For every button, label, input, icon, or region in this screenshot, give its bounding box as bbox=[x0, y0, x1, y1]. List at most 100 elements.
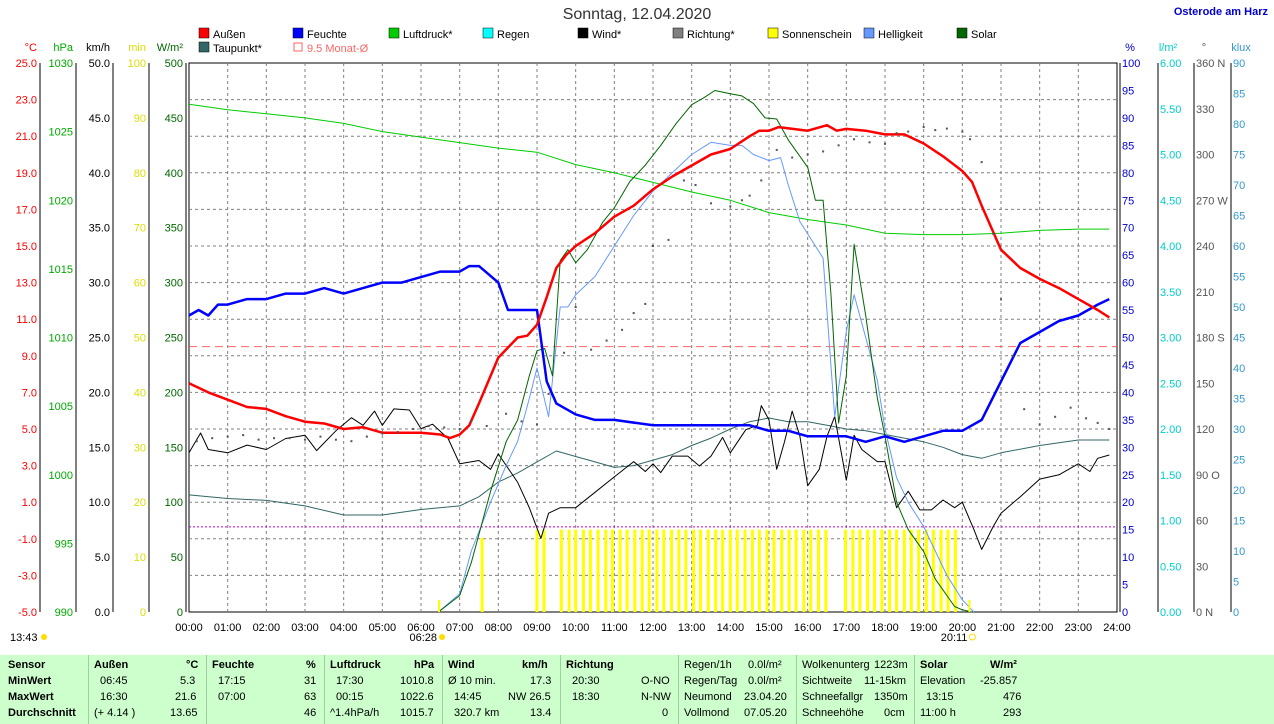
direction-dot bbox=[319, 435, 322, 438]
sunshine-bar bbox=[844, 529, 848, 612]
now-sun-icon bbox=[41, 634, 47, 640]
right-axis-tick: 3.50 bbox=[1160, 287, 1181, 299]
richtung-avg-val: 0 bbox=[662, 707, 669, 719]
sensor-row-avg: Durchschnitt bbox=[8, 707, 76, 719]
left-axis-tick: 20 bbox=[134, 497, 146, 509]
direction-dot bbox=[884, 142, 886, 145]
left-axis-tick: 11.0 bbox=[16, 314, 37, 326]
direction-dot bbox=[257, 438, 260, 441]
right-axis-tick: 0.00 bbox=[1160, 607, 1181, 619]
right-axis-tick: 270 W bbox=[1196, 195, 1228, 207]
summary-footer: Sensor MinWert MaxWert Durchschnitt Auße… bbox=[0, 655, 1274, 724]
direction-dot bbox=[1108, 428, 1111, 430]
left-axis-tick: 15.0 bbox=[89, 442, 110, 454]
right-axis-tick: 0 bbox=[1122, 607, 1128, 619]
vollmond-val: 07.05.20 bbox=[744, 707, 787, 719]
right-axis-tick: 30 bbox=[1122, 442, 1134, 454]
direction-dot bbox=[748, 194, 751, 197]
right-axis-tick: 90 bbox=[1233, 58, 1245, 70]
direction-dot bbox=[740, 199, 743, 202]
sunshine-bar bbox=[888, 529, 892, 612]
direction-dot bbox=[211, 437, 214, 440]
solar-header: Solar bbox=[920, 659, 948, 671]
direction-dot bbox=[1038, 423, 1041, 426]
right-axis-tick: 4.50 bbox=[1160, 195, 1181, 207]
sunshine-bar bbox=[604, 529, 608, 612]
direction-dot bbox=[563, 351, 566, 354]
feuchte-max-time: 07:00 bbox=[218, 691, 246, 703]
solar-elev-val: -25.857 bbox=[980, 675, 1018, 687]
wind-line bbox=[188, 405, 1110, 550]
legend-swatch bbox=[956, 27, 968, 39]
left-axis-tick: 400 bbox=[165, 168, 183, 180]
feuchte-min-val: 31 bbox=[304, 675, 317, 687]
direction-dot bbox=[365, 435, 368, 438]
right-axis-tick: 180 S bbox=[1196, 333, 1225, 345]
direction-dot bbox=[427, 424, 430, 427]
sunshine-bar bbox=[480, 537, 484, 612]
sunshine-bar bbox=[588, 529, 592, 612]
sunshine-bar bbox=[728, 529, 732, 612]
luftdruck-header: Luftdruck bbox=[330, 659, 381, 671]
direction-dot bbox=[644, 302, 647, 305]
right-axis-tick: 70 bbox=[1233, 180, 1245, 192]
x-tick-label: 14:00 bbox=[717, 622, 745, 634]
direction-dot bbox=[682, 179, 685, 182]
chart-title: Sonntag, 12.04.2020 bbox=[562, 6, 712, 23]
sunshine-bar bbox=[706, 529, 710, 612]
direction-dot bbox=[1085, 417, 1088, 420]
direction-dot bbox=[806, 153, 809, 156]
legend-label: 9.5 Monat-Ø bbox=[307, 43, 369, 55]
left-axis-tick: 45.0 bbox=[89, 113, 110, 125]
sunshine-bar bbox=[809, 529, 813, 612]
direction-dot bbox=[195, 440, 198, 443]
left-axis-tick: -1.0 bbox=[18, 534, 37, 546]
sunshine-bar bbox=[692, 529, 696, 612]
direction-dot bbox=[334, 438, 337, 441]
sunshine-bar bbox=[596, 529, 600, 612]
legend-label: Außen bbox=[213, 29, 245, 41]
sunshine-bar bbox=[780, 529, 784, 612]
x-tick-label: 24:00 bbox=[1103, 622, 1131, 634]
legend-label: Wind* bbox=[592, 29, 622, 41]
feuchte-avg-val: 46 bbox=[304, 707, 317, 719]
sunshine-bar bbox=[931, 529, 935, 612]
solar-duration: 11:00 h bbox=[920, 707, 956, 719]
right-axis-tick: 15 bbox=[1233, 516, 1245, 528]
sunshine-bar bbox=[924, 529, 928, 612]
wind-unit: km/h bbox=[522, 659, 548, 671]
left-axis-tick: 50.0 bbox=[89, 58, 110, 70]
right-axis-tick: 85 bbox=[1122, 140, 1134, 152]
sunshine-bar bbox=[939, 529, 943, 612]
sunshine-bar bbox=[581, 529, 585, 612]
luftdruck-trend: ^1.4hPa/h bbox=[330, 707, 380, 719]
legend-swatch bbox=[198, 41, 210, 53]
wind-min-val: 17.3 bbox=[530, 675, 552, 687]
solar-max-time: 13:15 bbox=[926, 691, 954, 703]
left-axis-unit: W/m² bbox=[157, 42, 184, 54]
x-tick-label: 07:00 bbox=[446, 622, 474, 634]
right-axis-tick: 330 bbox=[1196, 104, 1214, 116]
right-axis-unit: % bbox=[1125, 42, 1135, 54]
left-axis-tick: 60 bbox=[134, 278, 146, 290]
left-axis-tick: 40 bbox=[134, 387, 146, 399]
station-name: Osterode am Harz bbox=[1173, 6, 1268, 18]
direction-dot bbox=[791, 156, 794, 159]
legend-label: Solar bbox=[971, 29, 997, 41]
brightness-line bbox=[438, 141, 975, 613]
legend-swatch bbox=[672, 27, 684, 39]
x-tick-label: 15:00 bbox=[755, 622, 783, 634]
sunshine-bar bbox=[574, 529, 578, 612]
direction-dot bbox=[396, 431, 399, 434]
direction-dot bbox=[470, 420, 473, 423]
left-axis-tick: 1020 bbox=[49, 195, 73, 207]
right-axis-tick: 75 bbox=[1233, 150, 1245, 162]
sunshine-bar bbox=[946, 529, 950, 612]
direction-dot bbox=[574, 306, 577, 308]
direction-dot bbox=[621, 328, 624, 331]
left-axis-tick: 15.0 bbox=[16, 241, 37, 253]
sensor-row-max: MaxWert bbox=[8, 691, 54, 703]
right-axis-tick: 40 bbox=[1233, 363, 1245, 375]
x-tick-label: 08:00 bbox=[485, 622, 513, 634]
left-axis-tick: 20.0 bbox=[89, 387, 110, 399]
